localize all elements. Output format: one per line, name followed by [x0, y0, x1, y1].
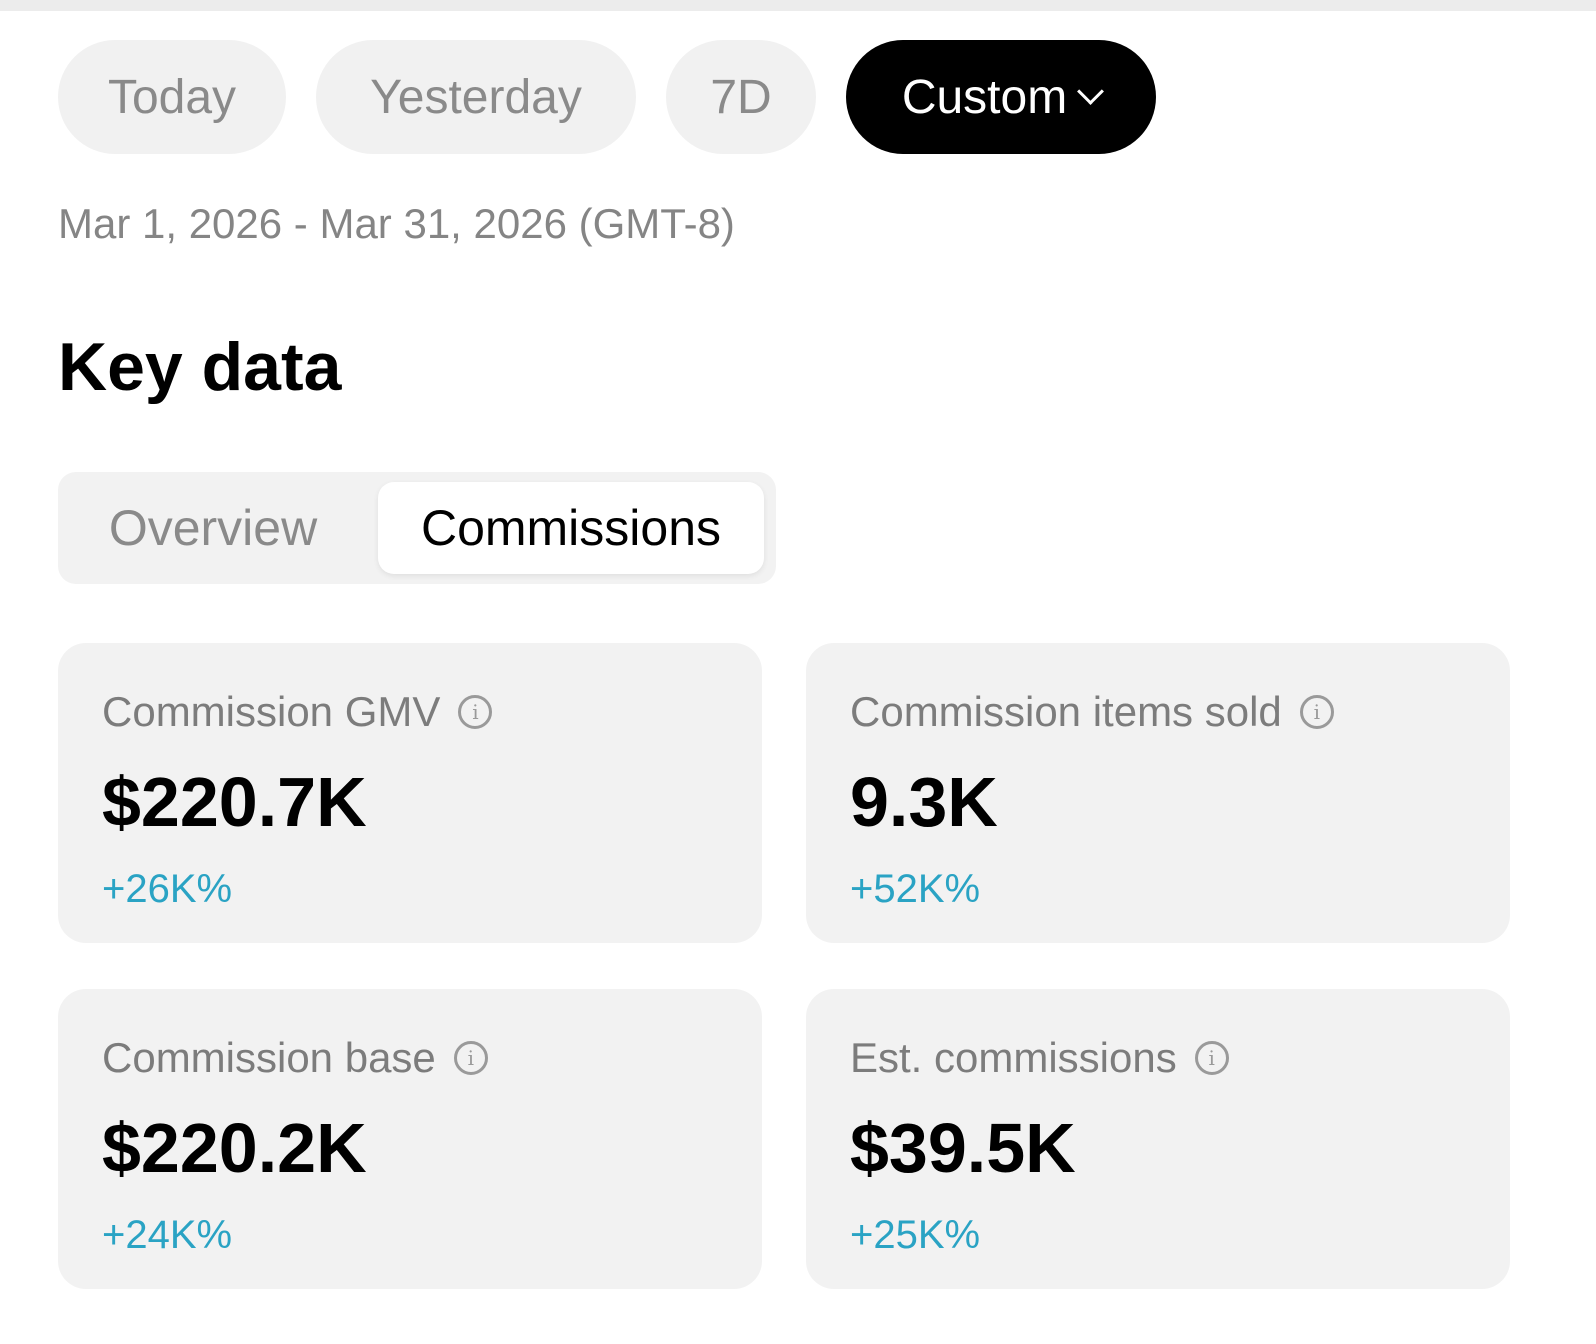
range-chip-yesterday[interactable]: Yesterday — [316, 40, 636, 154]
metric-label: Est. commissions — [850, 1034, 1177, 1081]
metric-value: 9.3K — [850, 763, 998, 841]
tab-overview[interactable]: Overview — [108, 500, 318, 556]
metric-label-row: Commission items sold i — [850, 687, 1510, 737]
metric-label-row: Commission GMV i — [102, 687, 762, 737]
info-circle-icon[interactable]: i — [1299, 695, 1334, 729]
chevron-down-icon — [1077, 77, 1105, 105]
date-range-text: Mar 1, 2026 - Mar 31, 2026 (GMT-8) — [58, 200, 735, 247]
metric-card-est-commissions[interactable]: Est. commissions i $39.5K +25K% — [806, 989, 1510, 1289]
range-chip-today[interactable]: Today — [58, 40, 286, 154]
metric-label-row: Est. commissions i — [850, 1033, 1510, 1083]
info-circle-icon[interactable]: i — [458, 695, 493, 729]
tab-commissions[interactable]: Commissions — [378, 482, 764, 574]
info-circle-icon[interactable]: i — [1194, 1041, 1229, 1075]
info-circle-icon[interactable]: i — [453, 1041, 488, 1075]
metric-card-commission-items-sold[interactable]: Commission items sold i 9.3K +52K% — [806, 643, 1510, 943]
date-range-selector: Today Yesterday 7D Custom — [58, 40, 1156, 154]
section-title: Key data — [58, 329, 342, 405]
range-chip-custom[interactable]: Custom — [846, 40, 1156, 154]
metric-change: +26K% — [102, 867, 233, 911]
range-chip-7d[interactable]: 7D — [666, 40, 816, 154]
metric-value: $220.7K — [102, 763, 367, 841]
range-chip-label: 7D — [710, 70, 772, 124]
metric-value: $39.5K — [850, 1109, 1076, 1187]
top-divider — [0, 0, 1596, 11]
metric-change: +24K% — [102, 1213, 233, 1257]
metric-change: +25K% — [850, 1213, 981, 1257]
range-chip-label: Today — [107, 70, 237, 124]
metric-label: Commission items sold — [850, 688, 1282, 735]
metric-card-commission-base[interactable]: Commission base i $220.2K +24K% — [58, 989, 762, 1289]
metric-label-row: Commission base i — [102, 1033, 762, 1083]
metric-label: Commission base — [102, 1034, 436, 1081]
metric-value: $220.2K — [102, 1109, 367, 1187]
range-chip-label: Custom — [901, 70, 1068, 124]
metric-label: Commission GMV — [102, 688, 441, 735]
metric-tabs: Overview Commissions — [58, 472, 776, 584]
metric-change: +52K% — [850, 867, 981, 911]
range-chip-label: Yesterday — [370, 70, 582, 124]
metric-card-commission-gmv[interactable]: Commission GMV i $220.7K +26K% — [58, 643, 762, 943]
